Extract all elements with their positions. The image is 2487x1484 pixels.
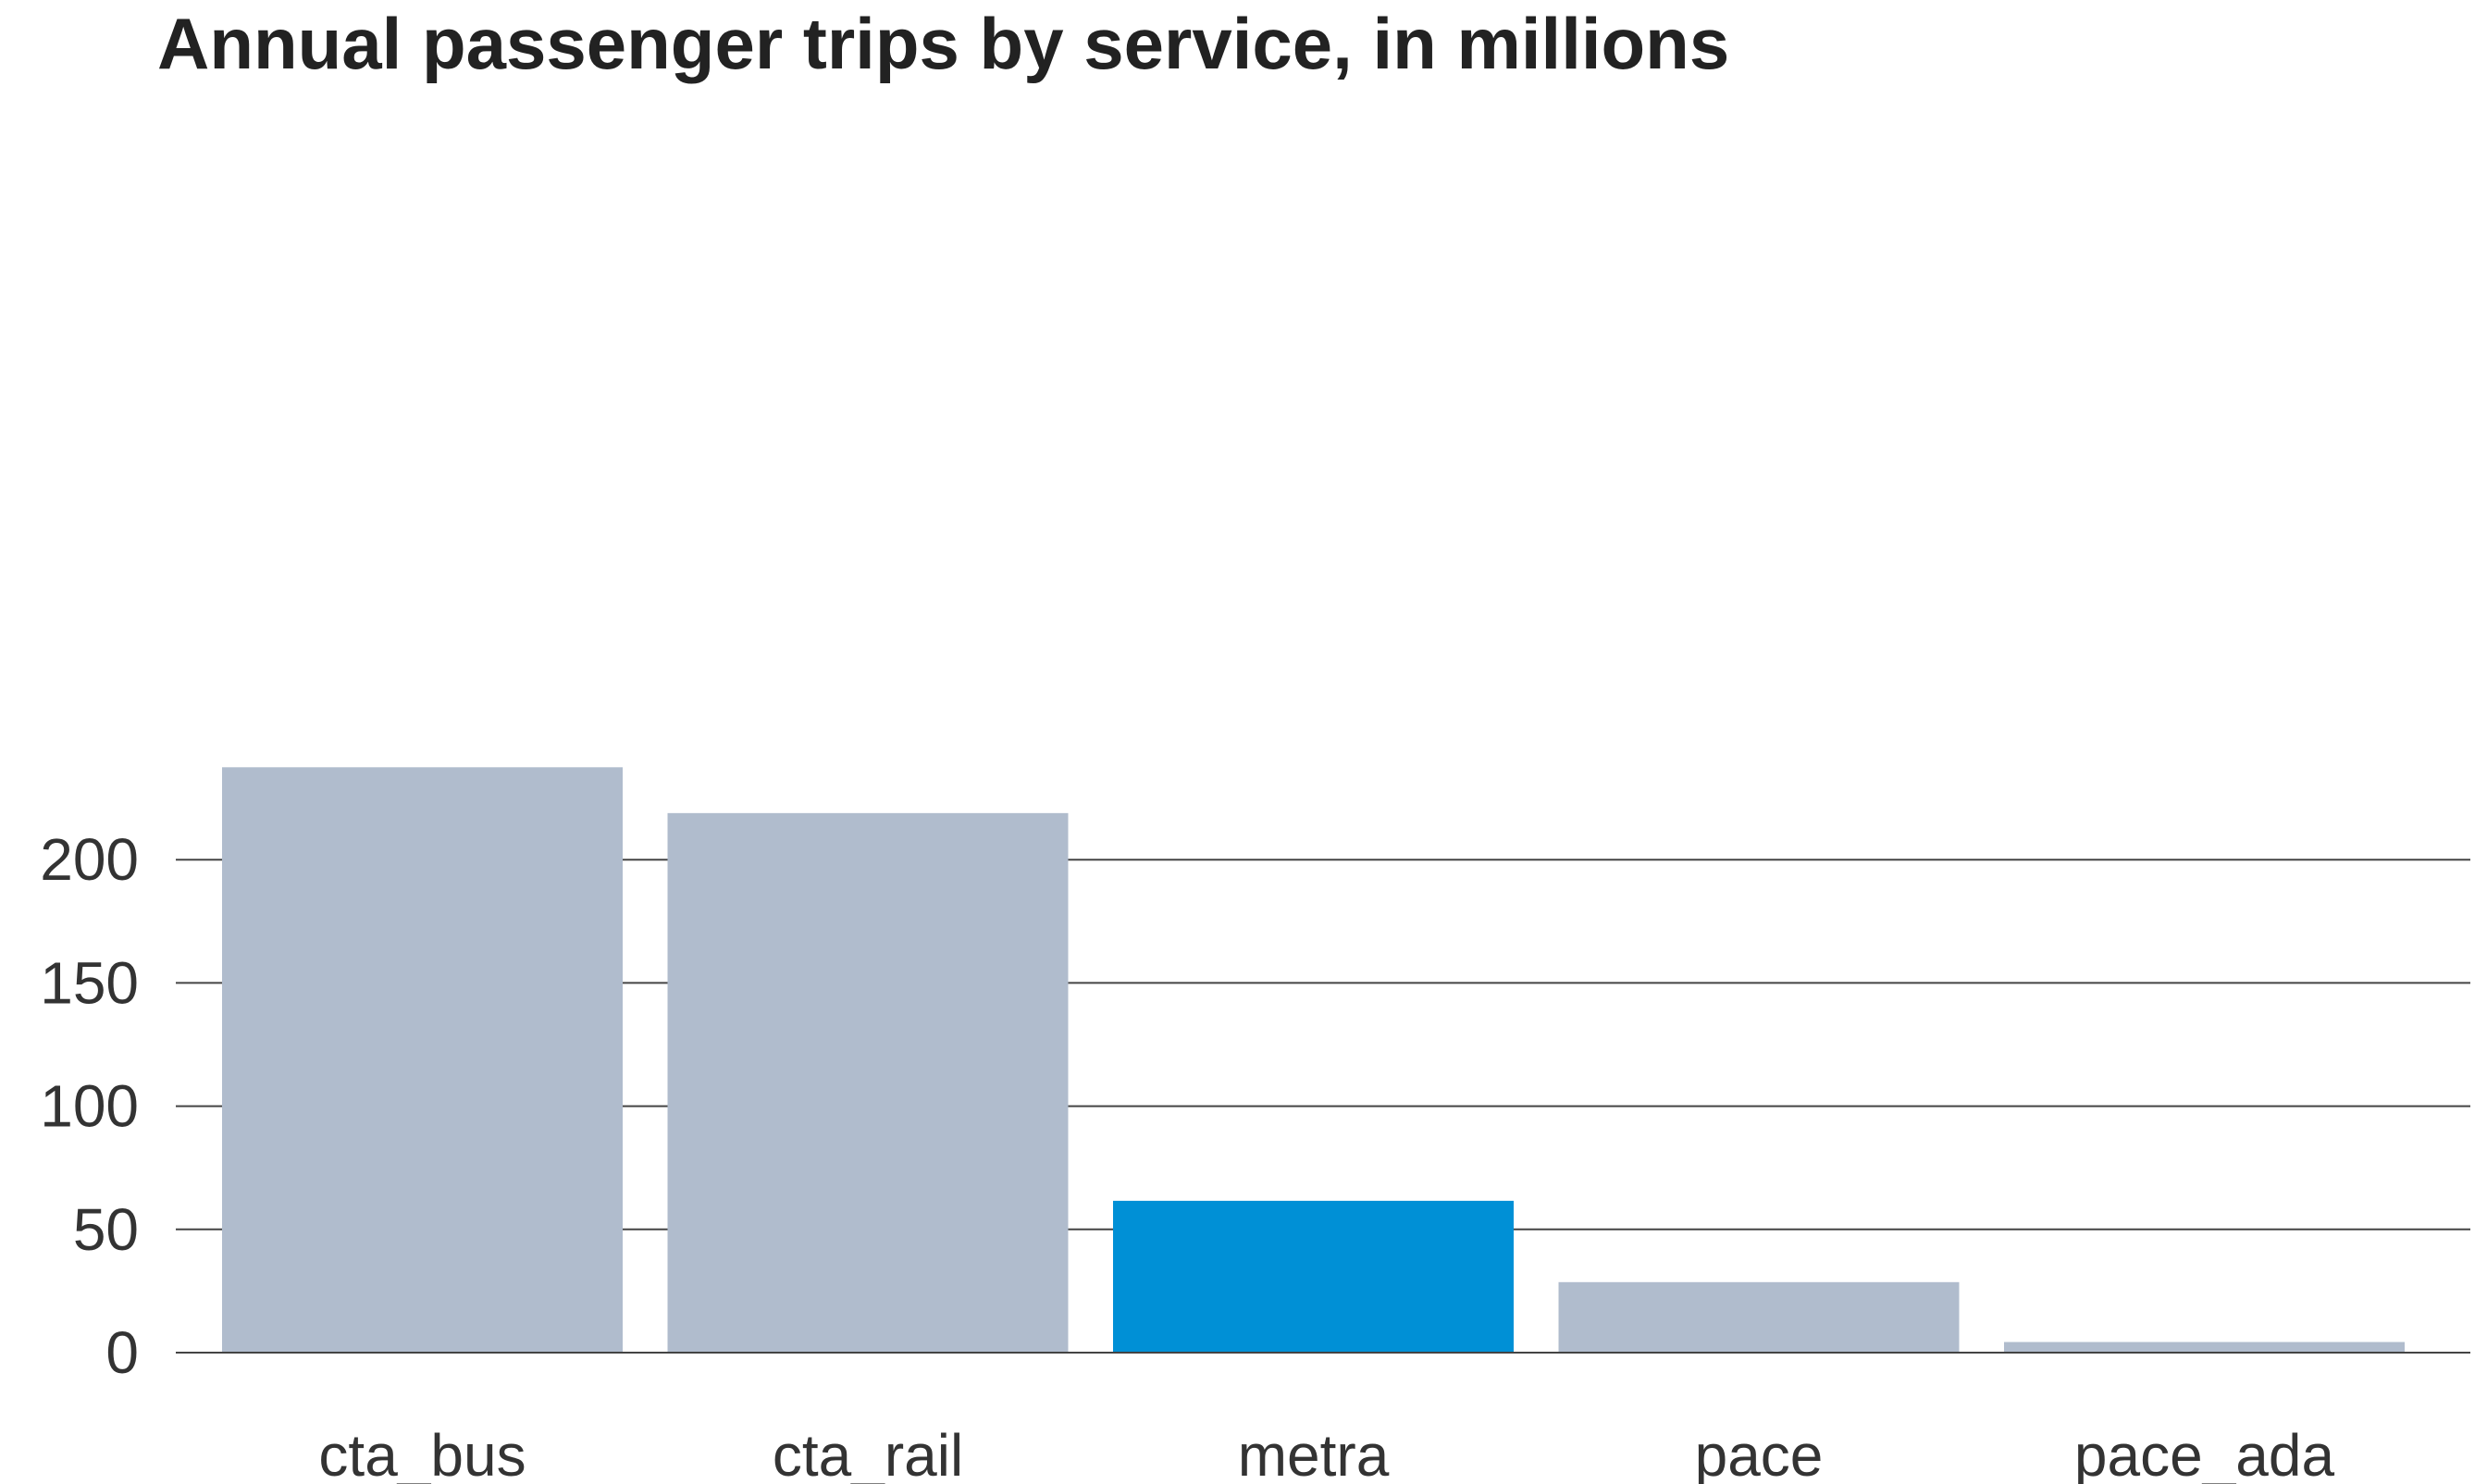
bar-metra — [1113, 1200, 1514, 1353]
x-category-label-cta-rail: cta_rail — [773, 1422, 963, 1484]
y-tick-label-0: 0 — [105, 1319, 139, 1386]
y-tick-label-150: 150 — [40, 949, 139, 1016]
y-tick-label-50: 50 — [73, 1196, 139, 1263]
y-axis-tick-labels: 0 50 100 150 200 — [40, 826, 139, 1386]
x-category-label-pace: pace — [1695, 1422, 1824, 1484]
bar-pace-ada — [2004, 1342, 2405, 1353]
bar-cta-bus — [222, 767, 623, 1353]
x-axis-category-labels: cta_bus cta_rail metra pace pace_ada — [318, 1422, 2334, 1484]
x-category-label-metra: metra — [1238, 1422, 1390, 1484]
y-tick-label-100: 100 — [40, 1073, 139, 1140]
bar-pace — [1558, 1281, 1960, 1353]
bars — [222, 767, 2405, 1353]
x-category-label-cta-bus: cta_bus — [318, 1422, 526, 1484]
bar-cta-rail — [667, 812, 1069, 1353]
chart-title: Annual passenger trips by service, in mi… — [157, 3, 1730, 84]
y-tick-label-200: 200 — [40, 826, 139, 893]
x-category-label-pace-ada: pace_ada — [2074, 1422, 2335, 1484]
